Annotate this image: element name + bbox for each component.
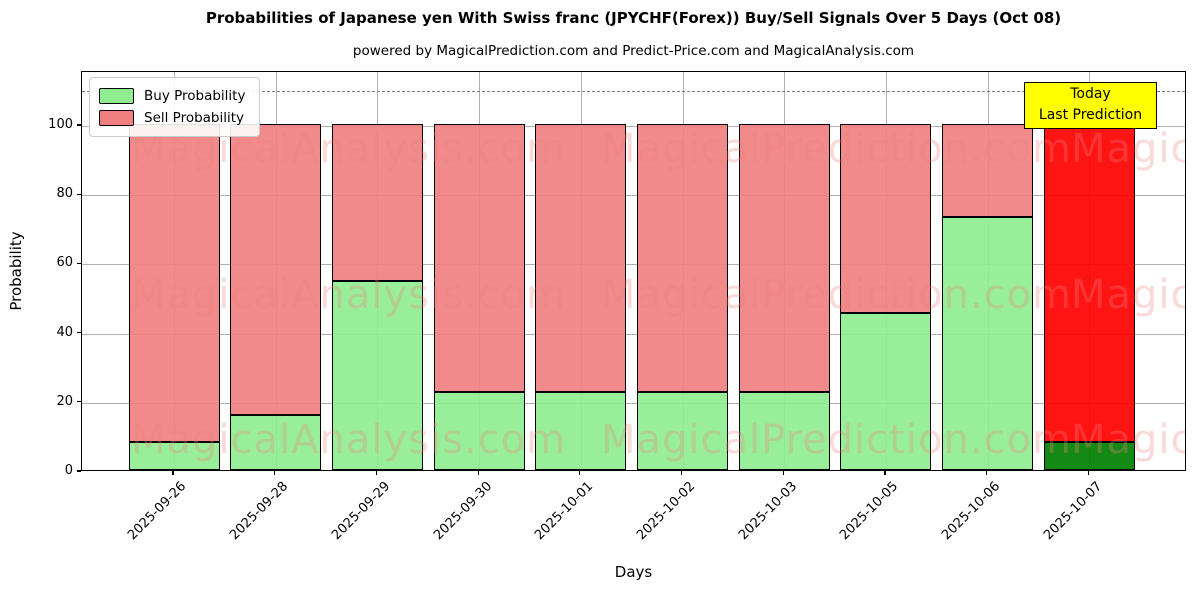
- watermark-text: MagicalPrediction.com: [601, 417, 1072, 463]
- watermark-text: MagicalPrediction.com: [601, 126, 1072, 172]
- y-tick-label: 20: [56, 393, 73, 409]
- bar-buy-segment: [331, 281, 423, 470]
- bar-sell-segment: [230, 124, 322, 415]
- y-tick-label: 100: [48, 117, 73, 132]
- y-tick-label: 80: [56, 186, 73, 202]
- bar-buy-segment: [535, 392, 627, 470]
- x-tick-label: 2025-09-29: [328, 479, 394, 544]
- gridline-horizontal: [82, 126, 1185, 127]
- gridline-horizontal: [82, 333, 1185, 335]
- y-tick-label: 0: [64, 463, 73, 478]
- bar-buy-segment: [128, 442, 220, 470]
- watermark-text: MagicalAnalysis.com: [131, 417, 567, 463]
- bar-buy-segment: [942, 217, 1034, 470]
- today-annotation-line2: Last Prediction: [1038, 107, 1143, 123]
- x-tick-mark: [884, 471, 886, 475]
- x-tick-mark: [579, 471, 581, 475]
- y-tick-mark: [77, 262, 81, 265]
- x-tick-label: 2025-10-01: [532, 479, 597, 544]
- chart-title: Probabilities of Japanese yen With Swiss…: [205, 9, 1062, 27]
- bar-sell-segment: [1043, 124, 1135, 443]
- y-tick-mark: [77, 124, 81, 126]
- legend-label-sell: Sell Probability: [144, 110, 245, 126]
- watermark-text: MagicalAnalysis.com: [1071, 126, 1185, 172]
- x-tick-mark: [375, 471, 378, 475]
- x-tick-label: 2025-10-02: [634, 479, 699, 544]
- bar-buy-segment: [1043, 442, 1135, 470]
- x-tick-mark: [477, 471, 479, 475]
- today-annotation: Today Last Prediction: [1024, 82, 1157, 129]
- legend-item-sell: Sell Probability: [99, 107, 245, 129]
- legend-item-buy: Buy Probability: [99, 85, 245, 107]
- bar-sell-segment: [840, 124, 932, 313]
- bar-sell-segment: [942, 124, 1034, 218]
- bar-sell-segment: [535, 124, 627, 393]
- threshold-dashed-line: [82, 91, 1185, 93]
- y-tick-mark: [77, 401, 81, 403]
- x-tick-label: 2025-09-28: [227, 479, 292, 544]
- x-tick-mark: [986, 471, 988, 475]
- x-tick-mark: [782, 471, 784, 475]
- y-tick-label: 60: [56, 255, 73, 271]
- x-tick-mark: [1087, 471, 1089, 475]
- bar-sell-segment: [433, 124, 525, 393]
- today-annotation-line1: Today: [1070, 86, 1111, 102]
- x-tick-label: 2025-10-03: [735, 479, 800, 544]
- watermark-layer: MagicalAnalysis.com MagicalPrediction.com…: [82, 72, 1185, 470]
- y-tick-mark: [77, 193, 81, 195]
- x-tick-mark: [680, 471, 683, 475]
- x-axis-label: Days: [614, 563, 653, 581]
- y-tick-label: 40: [56, 324, 73, 340]
- legend: Buy Probability Sell Probability: [89, 77, 261, 137]
- bar-buy-segment: [637, 392, 728, 470]
- watermark-text: MagicalPrediction.com: [601, 272, 1072, 318]
- legend-label-buy: Buy Probability: [144, 88, 246, 104]
- gridline-horizontal: [82, 195, 1185, 197]
- buy-swatch-icon: [99, 88, 134, 104]
- x-tick-label: 2025-09-30: [430, 479, 495, 544]
- sell-swatch-icon: [99, 110, 134, 126]
- y-tick-mark: [77, 332, 81, 334]
- x-tick-label: 2025-09-26: [125, 479, 190, 544]
- watermark-text: MagicalAnalysis.com: [1071, 272, 1185, 318]
- bar-buy-segment: [230, 414, 322, 470]
- gridline-horizontal: [82, 402, 1185, 404]
- bar-buy-segment: [433, 392, 525, 470]
- x-tick-mark: [274, 471, 276, 475]
- watermark-text: MagicalAnalysis.com: [131, 272, 567, 318]
- bar-buy-segment: [840, 312, 932, 470]
- bar-buy-segment: [738, 392, 830, 470]
- chart-subtitle: powered by MagicalPrediction.com and Pre…: [352, 43, 915, 59]
- y-tick-mark: [77, 470, 81, 472]
- bars-layer: [82, 72, 1185, 470]
- gridline-horizontal: [82, 264, 1185, 266]
- x-tick-label: 2025-10-07: [1040, 479, 1105, 544]
- watermark-text: MagicalAnalysis.com: [1071, 417, 1185, 463]
- bar-sell-segment: [331, 124, 423, 282]
- x-tick-label: 2025-10-05: [837, 479, 902, 544]
- x-tick-label: 2025-10-06: [939, 479, 1004, 544]
- x-tick-mark: [172, 471, 174, 475]
- bar-sell-segment: [738, 124, 830, 393]
- plot-area: MagicalAnalysis.com MagicalPrediction.com…: [81, 71, 1186, 471]
- bar-sell-segment: [637, 124, 728, 393]
